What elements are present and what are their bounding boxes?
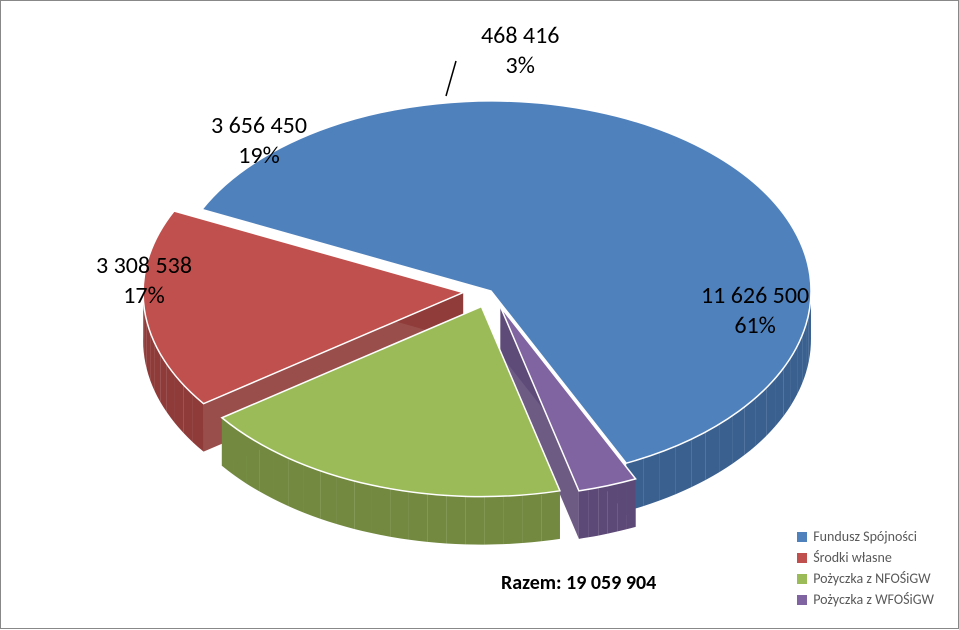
legend-swatch-nfosigw bbox=[797, 574, 807, 584]
slice-side-wfosigw bbox=[589, 488, 599, 538]
slice-side-nfosigw bbox=[503, 495, 522, 544]
slice-value-wfosigw: 468 416 bbox=[481, 21, 559, 51]
slice-value-fundusz: 11 626 500 bbox=[701, 281, 809, 311]
legend-item-srodki: Środki własne bbox=[797, 549, 934, 566]
slice-value-srodki: 3 308 538 bbox=[96, 251, 192, 281]
slice-side-wfosigw bbox=[617, 481, 626, 531]
legend: Fundusz Spójności Środki własne Pożyczka… bbox=[797, 524, 934, 612]
slice-side-nfosigw bbox=[274, 451, 289, 506]
legend-item-nfosigw: Pożyczka z NFOŚiGW bbox=[797, 570, 934, 587]
slice-value-nfosigw: 3 656 450 bbox=[211, 111, 307, 141]
legend-label-fundusz: Fundusz Spójności bbox=[813, 528, 917, 545]
slice-side-wfosigw bbox=[608, 484, 617, 534]
slice-side-nfosigw bbox=[390, 489, 408, 540]
legend-swatch-wfosigw bbox=[797, 595, 807, 605]
slice-side-fundusz bbox=[676, 439, 691, 494]
slice-side-fundusz bbox=[706, 424, 720, 480]
slice-side-nfosigw bbox=[522, 493, 541, 543]
slice-label-nfosigw: 3 656 450 19% bbox=[211, 111, 307, 171]
slice-side-nfosigw bbox=[465, 496, 484, 544]
slice-label-wfosigw: 468 416 3% bbox=[481, 21, 559, 81]
slice-side-nfosigw bbox=[304, 465, 320, 519]
slice-side-nfosigw bbox=[288, 458, 304, 513]
total-prefix: Razem: bbox=[501, 571, 566, 595]
legend-swatch-srodki bbox=[797, 553, 807, 563]
slice-side-wfosigw bbox=[579, 489, 589, 539]
total-value: 19 059 904 bbox=[566, 571, 656, 595]
pie-chart-3d: 11 626 500 61% 3 308 538 17% 3 656 450 1… bbox=[0, 0, 959, 629]
slice-side-fundusz bbox=[660, 446, 676, 500]
slice-side-fundusz bbox=[720, 416, 733, 472]
legend-label-srodki: Środki własne bbox=[813, 549, 892, 566]
leader-line-wfosigw bbox=[446, 61, 456, 96]
slice-label-fundusz: 11 626 500 61% bbox=[701, 281, 809, 341]
slice-percent-wfosigw: 3% bbox=[481, 51, 559, 81]
slice-side-nfosigw bbox=[372, 485, 390, 537]
slice-side-wfosigw bbox=[598, 486, 608, 536]
slice-side-nfosigw bbox=[354, 481, 372, 533]
total-label: Razem: 19 059 904 bbox=[501, 571, 656, 595]
slice-side-fundusz bbox=[691, 432, 706, 487]
slice-side-wfosigw bbox=[626, 479, 635, 529]
slice-side-nfosigw bbox=[541, 491, 560, 541]
slice-percent-fundusz: 61% bbox=[701, 311, 809, 341]
legend-label-wfosigw: Pożyczka z WFOŚiGW bbox=[813, 591, 934, 608]
slice-side-nfosigw bbox=[234, 427, 247, 484]
slice-side-nfosigw bbox=[259, 443, 273, 499]
slice-side-nfosigw bbox=[320, 471, 337, 524]
legend-label-nfosigw: Pożyczka z NFOŚiGW bbox=[813, 570, 930, 587]
legend-swatch-fundusz bbox=[797, 532, 807, 542]
slice-side-nfosigw bbox=[337, 476, 354, 529]
slice-side-fundusz bbox=[643, 452, 660, 506]
slice-percent-nfosigw: 19% bbox=[211, 141, 307, 171]
legend-item-fundusz: Fundusz Spójności bbox=[797, 528, 934, 545]
slice-side-nfosigw bbox=[484, 496, 503, 544]
slice-percent-srodki: 17% bbox=[96, 281, 192, 311]
slice-side-nfosigw bbox=[246, 435, 259, 491]
slice-side-nfosigw bbox=[409, 492, 428, 542]
legend-item-wfosigw: Pożyczka z WFOŚiGW bbox=[797, 591, 934, 608]
slice-label-srodki: 3 308 538 17% bbox=[96, 251, 192, 311]
slice-side-nfosigw bbox=[427, 494, 446, 544]
slice-side-nfosigw bbox=[446, 495, 465, 544]
slice-side-fundusz bbox=[733, 407, 745, 464]
